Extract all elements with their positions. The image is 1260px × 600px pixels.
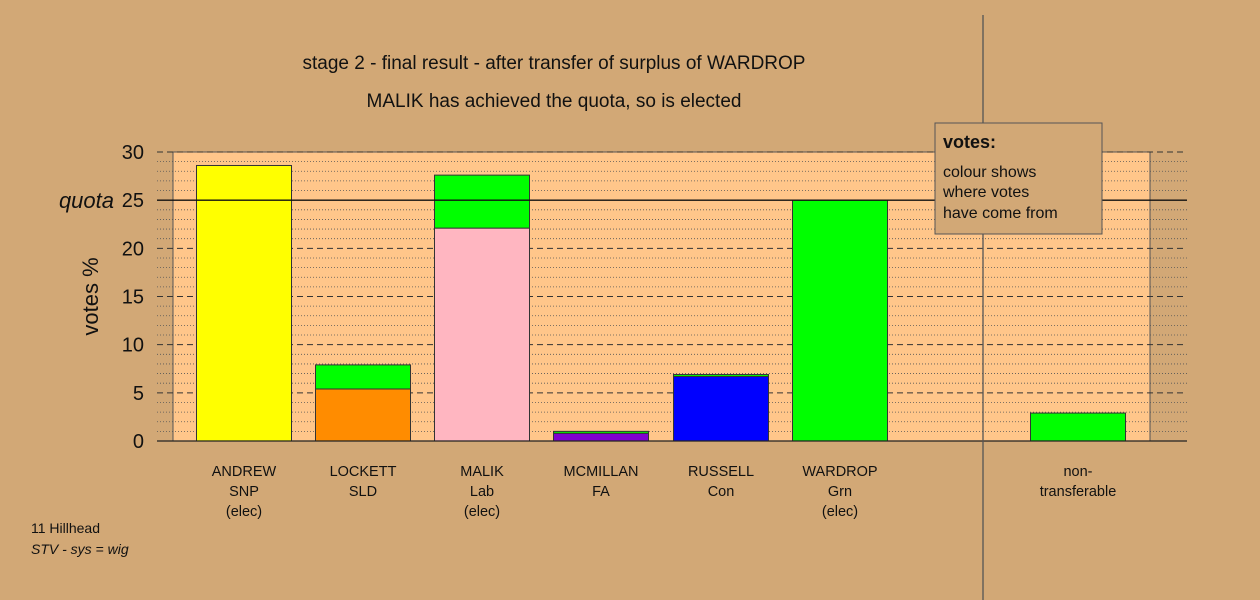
bar-segment [673, 374, 769, 377]
category-label: Lab [470, 484, 494, 500]
system-label: STV - sys = wig [31, 541, 129, 557]
category-label: WARDROP [802, 464, 877, 480]
y-tick-label: 15 [122, 287, 144, 309]
bar-segment [434, 174, 530, 229]
category-label: MCMILLAN [564, 464, 639, 480]
category-label: (elec) [822, 504, 858, 520]
category-label: non- [1063, 464, 1092, 480]
y-tick-label: 5 [133, 383, 144, 405]
category-label: ANDREW [212, 464, 277, 480]
chart-title: stage 2 - final result - after transfer … [302, 53, 806, 74]
category-label: RUSSELL [688, 464, 754, 480]
y-tick-label: 25 [122, 190, 144, 212]
bar-segment [1030, 412, 1126, 442]
y-tick-label: 10 [122, 335, 144, 357]
y-axis-label: votes % [78, 257, 103, 335]
category-label: transferable [1040, 484, 1117, 500]
bar-segment [196, 164, 292, 442]
bar-segment [673, 375, 769, 442]
category-label: Grn [828, 484, 852, 500]
bar-segment [315, 364, 411, 390]
chart-subtitle: MALIK has achieved the quota, so is elec… [366, 91, 742, 112]
y-tick-label: 0 [133, 431, 144, 453]
legend: votes: colour shows where votes have com… [934, 122, 1103, 235]
constituency-label: 11 Hillhead [31, 520, 101, 536]
bar-segment [553, 432, 649, 442]
legend-line: where votes [942, 184, 1029, 201]
category-label: (elec) [226, 504, 262, 520]
bar-segment [434, 227, 530, 442]
y-tick-label: 30 [122, 142, 144, 164]
legend-heading: votes: [943, 132, 996, 152]
y-tick-label: 20 [122, 238, 144, 260]
bar-segment [553, 430, 649, 434]
legend-line: colour shows [943, 164, 1036, 181]
bar-segment [315, 388, 411, 442]
quota-label: quota [59, 188, 114, 213]
legend-line: have come from [943, 205, 1058, 222]
category-label: Con [708, 484, 735, 500]
legend-box [934, 122, 1103, 235]
category-label: SLD [349, 484, 377, 500]
bar-segment [792, 199, 888, 442]
category-label: LOCKETT [330, 464, 397, 480]
category-label: SNP [229, 484, 259, 500]
category-label: FA [592, 484, 610, 500]
category-label: (elec) [464, 504, 500, 520]
category-label: MALIK [460, 464, 504, 480]
